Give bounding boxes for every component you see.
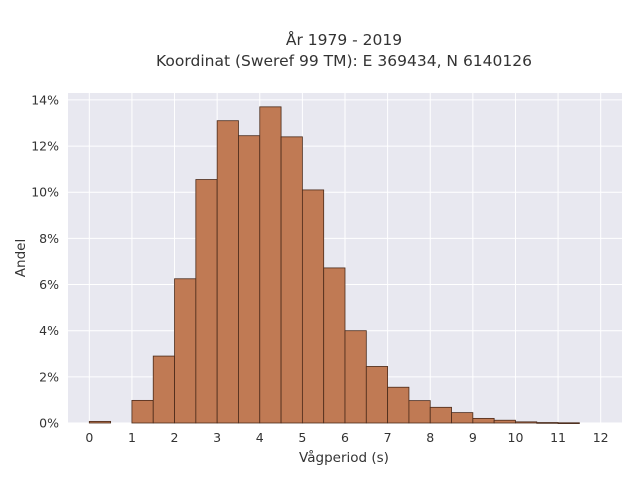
histogram-bar (557, 422, 580, 424)
histogram-bar (131, 399, 154, 424)
y-tick-label: 14% (31, 92, 59, 107)
y-tick-label: 6% (39, 277, 59, 292)
histogram-bar (472, 417, 495, 424)
histogram-bar (429, 406, 452, 424)
histogram-bar (259, 106, 282, 424)
histogram-bar (301, 189, 325, 424)
x-tick-label: 12 (593, 430, 609, 445)
x-tick-label: 11 (550, 430, 566, 445)
histogram-bar (536, 422, 559, 424)
histogram-bar (152, 355, 175, 424)
histogram-bar (344, 330, 367, 424)
histogram-bar (451, 412, 474, 424)
chart-title-line-1: År 1979 - 2019 (286, 30, 402, 49)
x-tick-label: 10 (508, 430, 524, 445)
x-tick-label: 1 (128, 430, 136, 445)
y-tick-label: 4% (39, 323, 59, 338)
histogram-bars (88, 106, 580, 424)
histogram-bar (280, 136, 303, 424)
y-tick-label: 10% (31, 185, 59, 200)
x-tick-label: 2 (171, 430, 179, 445)
histogram-bar (493, 419, 516, 424)
histogram-bar (515, 421, 538, 424)
x-tick-label: 4 (256, 430, 264, 445)
x-tick-label: 9 (469, 430, 477, 445)
histogram-bar (174, 278, 197, 424)
x-tick-label: 3 (213, 430, 221, 445)
y-tick-label: 0% (39, 416, 59, 431)
x-tick-label: 5 (298, 430, 306, 445)
histogram-bar (323, 267, 346, 424)
histogram-bar (408, 400, 431, 424)
x-tick-label: 0 (85, 430, 93, 445)
chart-title-line-2: Koordinat (Sweref 99 TM): E 369434, N 61… (156, 52, 532, 70)
x-tick-label: 7 (384, 430, 392, 445)
histogram-bar (216, 120, 239, 424)
y-axis-ticks: 0% 2% 4% 6% 8% 10% 12% 14% (31, 92, 59, 430)
histogram-bar (88, 420, 112, 424)
y-tick-label: 12% (31, 139, 59, 154)
histogram-bar (238, 135, 261, 424)
x-tick-label: 6 (341, 430, 349, 445)
x-axis-ticks: 0 1 2 3 4 5 6 7 8 9 10 11 12 (85, 430, 608, 445)
y-tick-label: 8% (39, 231, 59, 246)
histogram-bar (195, 179, 218, 424)
y-axis-label: Andel (13, 239, 29, 277)
histogram-bar (365, 366, 389, 424)
y-tick-label: 2% (39, 369, 59, 384)
x-axis-label: Vågperiod (s) (299, 449, 389, 466)
x-tick-label: 8 (426, 430, 434, 445)
histogram-bar (387, 386, 410, 424)
